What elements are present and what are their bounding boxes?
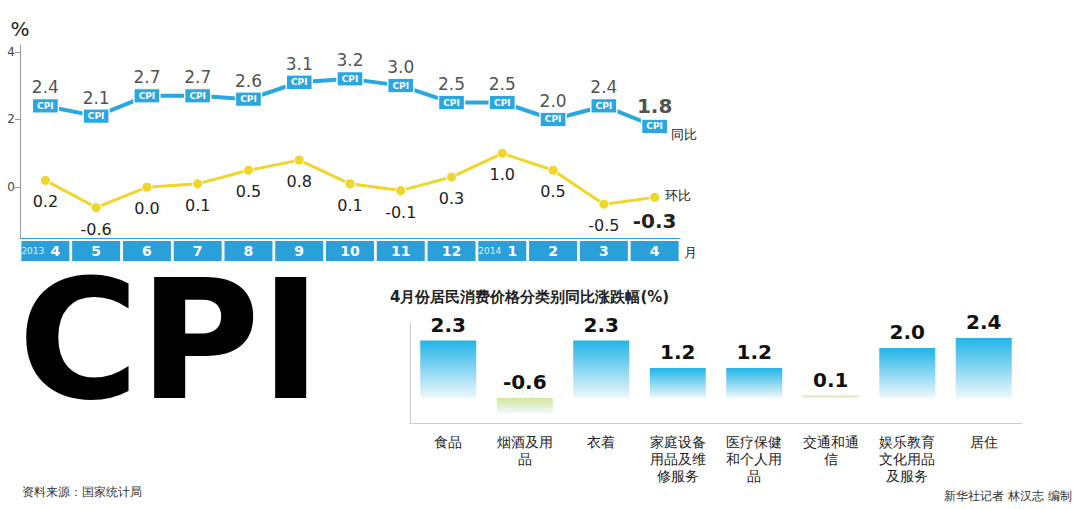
svg-text:0.2: 0.2 <box>33 192 58 211</box>
svg-text:娱乐教育: 娱乐教育 <box>879 434 935 450</box>
svg-text:修服务: 修服务 <box>657 468 699 484</box>
svg-text:1.2: 1.2 <box>660 340 695 364</box>
svg-text:食品: 食品 <box>434 434 462 450</box>
svg-text:2: 2 <box>7 112 15 126</box>
svg-text:5: 5 <box>91 243 101 259</box>
svg-text:CPI: CPI <box>37 101 54 111</box>
svg-text:0.3: 0.3 <box>439 189 464 208</box>
svg-text:家庭设备: 家庭设备 <box>650 434 706 450</box>
svg-text:品: 品 <box>518 451 532 467</box>
svg-text:2.3: 2.3 <box>584 313 619 337</box>
svg-text:-0.3: -0.3 <box>633 209 677 233</box>
svg-text:4: 4 <box>7 45 15 59</box>
svg-text:1: 1 <box>507 243 517 259</box>
svg-text:1.8: 1.8 <box>637 94 672 118</box>
svg-text:8: 8 <box>244 243 254 259</box>
svg-text:CPI: CPI <box>443 98 460 108</box>
svg-text:及服务: 及服务 <box>886 468 928 484</box>
svg-text:CPI: CPI <box>291 77 308 87</box>
svg-text:居住: 居住 <box>970 434 998 450</box>
svg-text:CPI: CPI <box>545 114 562 124</box>
svg-text:烟酒及用: 烟酒及用 <box>497 434 553 450</box>
svg-text:0.1: 0.1 <box>185 196 210 215</box>
svg-text:信: 信 <box>824 451 838 467</box>
svg-text:和个人用: 和个人用 <box>726 451 782 467</box>
svg-text:CPI: CPI <box>596 101 613 111</box>
svg-text:月: 月 <box>684 245 697 260</box>
svg-text:2.7: 2.7 <box>184 67 211 87</box>
svg-text:CPI: CPI <box>189 91 206 101</box>
svg-text:-0.6: -0.6 <box>503 370 547 394</box>
svg-text:3.1: 3.1 <box>286 54 313 74</box>
svg-text:2.5: 2.5 <box>489 74 516 94</box>
svg-text:2.1: 2.1 <box>83 88 110 108</box>
svg-text:2: 2 <box>548 243 558 259</box>
svg-text:2014: 2014 <box>478 246 501 256</box>
svg-text:新华社记者 林汉志 编制: 新华社记者 林汉志 编制 <box>944 489 1072 503</box>
svg-text:11: 11 <box>391 243 410 259</box>
svg-text:医疗保健: 医疗保健 <box>726 434 782 450</box>
svg-text:12: 12 <box>442 243 461 259</box>
svg-text:文化用品: 文化用品 <box>879 451 935 467</box>
svg-text:6: 6 <box>142 243 152 259</box>
svg-text:CPI: CPI <box>88 111 105 121</box>
svg-text:4月份居民消费价格分类别同比涨跌幅(%): 4月份居民消费价格分类别同比涨跌幅(%) <box>390 288 669 306</box>
svg-text:2.4: 2.4 <box>32 77 59 97</box>
svg-text:3: 3 <box>599 243 609 259</box>
svg-text:9: 9 <box>294 243 304 259</box>
svg-text:0.8: 0.8 <box>287 172 312 191</box>
svg-text:2.0: 2.0 <box>890 320 925 344</box>
svg-text:CPI: CPI <box>342 74 359 84</box>
svg-text:2.5: 2.5 <box>438 74 465 94</box>
svg-text:4: 4 <box>51 243 61 259</box>
svg-text:7: 7 <box>193 243 203 259</box>
svg-text:资料来源：国家统计局: 资料来源：国家统计局 <box>22 485 142 499</box>
svg-text:CPI: CPI <box>139 91 156 101</box>
svg-text:-0.6: -0.6 <box>81 220 112 239</box>
svg-text:2013: 2013 <box>21 246 44 256</box>
svg-text:CPI: CPI <box>18 245 321 437</box>
svg-text:交通和通: 交通和通 <box>803 434 859 450</box>
svg-text:2.6: 2.6 <box>235 71 262 91</box>
svg-text:环比: 环比 <box>665 188 691 203</box>
svg-text:0.1: 0.1 <box>813 368 848 392</box>
svg-text:2.3: 2.3 <box>431 313 466 337</box>
svg-text:-0.1: -0.1 <box>385 203 416 222</box>
svg-text:0.5: 0.5 <box>540 182 565 201</box>
svg-text:品: 品 <box>747 468 761 484</box>
svg-text:用品及维: 用品及维 <box>650 451 706 467</box>
svg-text:CPI: CPI <box>240 94 257 104</box>
svg-text:4: 4 <box>650 243 660 259</box>
svg-text:CPI: CPI <box>392 81 409 91</box>
svg-text:3.0: 3.0 <box>387 57 414 77</box>
svg-text:0: 0 <box>7 180 15 194</box>
svg-text:同比: 同比 <box>671 127 697 142</box>
svg-text:2.7: 2.7 <box>133 67 160 87</box>
svg-text:3.2: 3.2 <box>336 50 363 70</box>
svg-text:1.2: 1.2 <box>737 340 772 364</box>
svg-text:2.4: 2.4 <box>590 77 617 97</box>
svg-text:10: 10 <box>340 243 360 259</box>
svg-text:-0.5: -0.5 <box>588 216 619 235</box>
svg-text:2.0: 2.0 <box>540 91 567 111</box>
svg-text:CPI: CPI <box>494 98 511 108</box>
svg-text:1.0: 1.0 <box>490 165 515 184</box>
svg-text:CPI: CPI <box>646 121 663 131</box>
svg-text:0.1: 0.1 <box>337 196 362 215</box>
svg-text:0.5: 0.5 <box>236 182 261 201</box>
svg-text:2.4: 2.4 <box>966 310 1001 334</box>
svg-text:衣着: 衣着 <box>587 434 615 450</box>
svg-text:0.0: 0.0 <box>134 199 159 218</box>
svg-text:%: % <box>10 17 29 41</box>
